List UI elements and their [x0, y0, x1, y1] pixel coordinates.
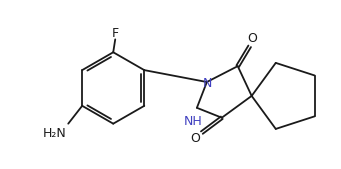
Text: N: N [203, 77, 212, 90]
Text: O: O [248, 32, 257, 45]
Text: O: O [190, 132, 200, 145]
Text: H₂N: H₂N [42, 127, 66, 140]
Text: NH: NH [183, 115, 202, 128]
Text: F: F [112, 27, 119, 40]
